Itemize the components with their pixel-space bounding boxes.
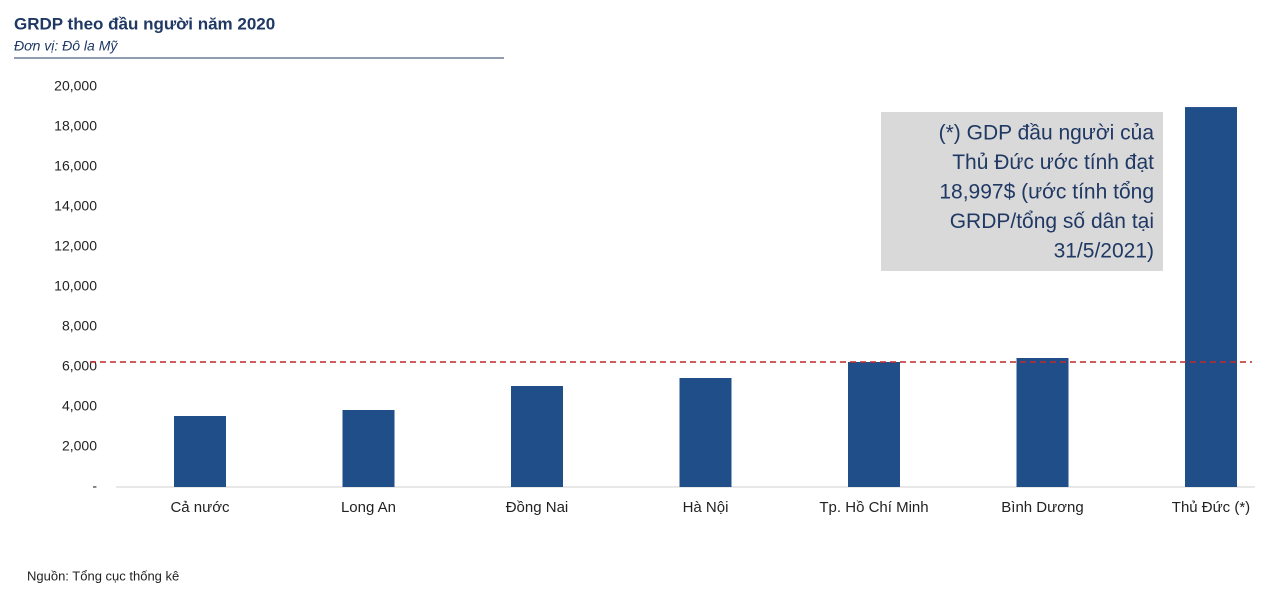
annotation-box [881, 112, 1163, 271]
annotation-text: 18,997$ (ước tính tổng [939, 181, 1154, 204]
x-tick-label: Cả nước [170, 499, 230, 516]
x-tick-label: Long An [341, 499, 396, 516]
y-tick-label: 18,000 [54, 118, 97, 134]
y-tick-label: 16,000 [54, 158, 97, 174]
bar [1016, 358, 1069, 487]
bar [679, 378, 732, 487]
y-tick-label: 6,000 [62, 358, 97, 374]
x-tick-label: Đồng Nai [506, 499, 569, 516]
y-tick-label: 8,000 [62, 318, 97, 334]
bar [1185, 107, 1237, 487]
x-tick-label: Thủ Đức (*) [1172, 499, 1250, 516]
bar [174, 416, 226, 487]
annotation-text: 31/5/2021) [1054, 240, 1154, 263]
annotation-text: (*) GDP đầu người của [939, 122, 1155, 145]
x-tick-label: Tp. Hồ Chí Minh [819, 499, 928, 516]
x-tick-label: Hà Nội [683, 499, 729, 516]
y-tick-label: 12,000 [54, 238, 97, 254]
y-tick-label: - [92, 478, 97, 494]
y-tick-label: 20,000 [54, 78, 97, 94]
y-tick-label: 10,000 [54, 278, 97, 294]
bar [511, 386, 563, 487]
source-note: Nguồn: Tổng cục thống kê [27, 568, 179, 583]
chart-title: GRDP theo đầu người năm 2020 [14, 14, 275, 33]
y-tick-label: 14,000 [54, 198, 97, 214]
y-tick-label: 2,000 [62, 438, 97, 454]
chart-subtitle: Đơn vị: Đô la Mỹ [14, 38, 118, 54]
y-tick-label: 4,000 [62, 398, 97, 414]
bar [342, 410, 395, 487]
x-tick-label: Bình Dương [1001, 499, 1083, 516]
annotation-text: GRDP/tổng số dân tại [950, 210, 1154, 233]
annotation-text: Thủ Đức ước tính đạt [952, 151, 1154, 174]
bar [848, 362, 900, 487]
